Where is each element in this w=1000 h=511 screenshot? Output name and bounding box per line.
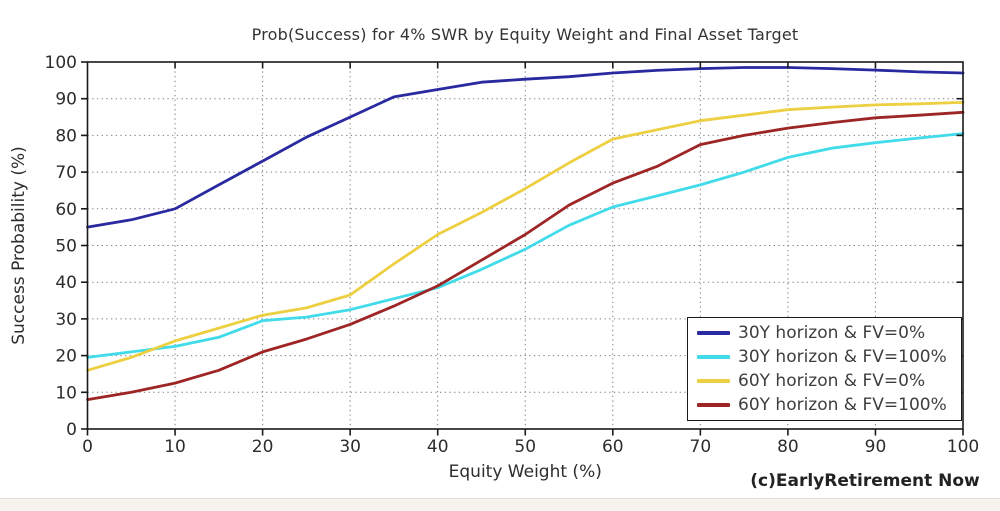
svg-text:100: 100	[947, 437, 979, 457]
svg-text:0: 0	[82, 437, 93, 457]
page-bottom-strip	[0, 498, 1000, 511]
legend-line-swatch	[697, 403, 730, 407]
legend-line-swatch	[697, 355, 730, 359]
svg-text:20: 20	[55, 347, 77, 367]
legend-item: 30Y horizon & FV=100%	[688, 345, 961, 369]
legend-line-swatch	[697, 331, 730, 335]
svg-text:50: 50	[55, 237, 77, 257]
chart-title: Prob(Success) for 4% SWR by Equity Weigh…	[251, 25, 799, 44]
legend-label: 30Y horizon & FV=0%	[738, 323, 926, 343]
svg-text:60: 60	[55, 200, 77, 220]
svg-text:30: 30	[339, 437, 361, 457]
legend-label: 30Y horizon & FV=100%	[738, 347, 947, 367]
legend-label: 60Y horizon & FV=0%	[738, 371, 926, 391]
svg-text:40: 40	[55, 273, 77, 293]
svg-text:20: 20	[252, 437, 274, 457]
axis-tick-labels: 0 10 20 30 40 50 60 70 80 90 100 0 10 20 30 40 50 60 70 80 9…	[45, 53, 980, 457]
y-axis-label: Success Probability (%)	[9, 146, 29, 345]
svg-text:Equity Weight (%): Equity Weight (%)	[449, 462, 602, 482]
svg-text:30: 30	[55, 310, 77, 330]
axis-frame-and-ticks	[81, 61, 964, 436]
svg-text:10: 10	[55, 383, 77, 403]
svg-text:90: 90	[55, 90, 77, 110]
data-series-lines	[86, 66, 965, 402]
svg-text:0: 0	[66, 420, 77, 440]
legend-label: 60Y horizon & FV=100%	[738, 395, 947, 415]
series-line-0	[86, 66, 965, 229]
svg-text:100: 100	[45, 53, 77, 73]
series-line-1	[86, 132, 965, 359]
legend-item: 60Y horizon & FV=0%	[688, 369, 961, 393]
copyright-text: (c)EarlyRetirement Now	[750, 471, 980, 491]
legend-item: 30Y horizon & FV=0%	[688, 321, 961, 345]
axis-titles: Equity Weight (%) Success Probability (%)	[9, 146, 602, 482]
svg-text:70: 70	[55, 163, 77, 183]
svg-text:10: 10	[164, 437, 186, 457]
svg-text:80: 80	[55, 126, 77, 146]
svg-text:70: 70	[690, 437, 712, 457]
svg-text:90: 90	[865, 437, 887, 457]
svg-text:50: 50	[514, 437, 536, 457]
svg-text:40: 40	[427, 437, 449, 457]
series-line-2	[86, 101, 965, 372]
svg-text:60: 60	[602, 437, 624, 457]
legend-line-swatch	[697, 379, 730, 383]
legend-box: 30Y horizon & FV=0% 30Y horizon & FV=100…	[687, 317, 962, 421]
svg-text:80: 80	[777, 437, 799, 457]
legend-item: 60Y horizon & FV=100%	[688, 393, 961, 417]
series-line-3	[86, 110, 965, 402]
